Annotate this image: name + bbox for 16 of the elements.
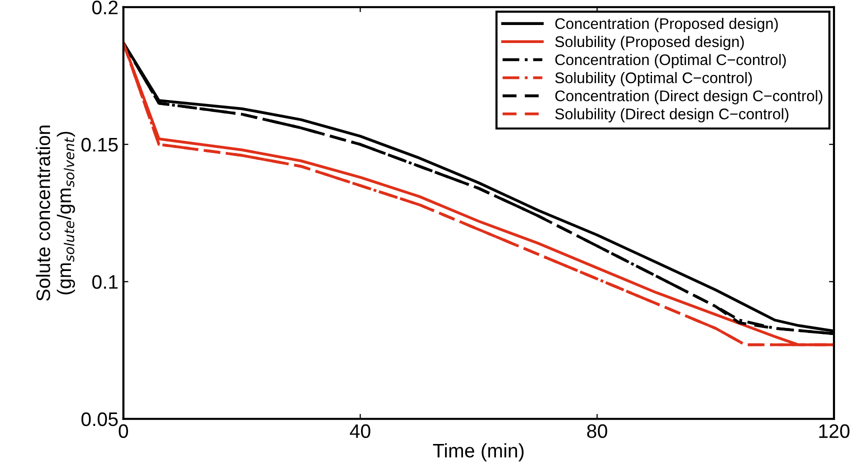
x-tick-label: 80 [587,424,608,438]
legend-label: Concentration (Optimal C−control) [555,54,786,68]
y-axis-title: Solute concentration (gm$_{solute}$/gm$_{solvent}$) [36,126,75,301]
legend-label: Solubility (Optimal C−control) [555,72,752,86]
y-tick-label: 0.1 [92,275,118,289]
x-tick-label: 40 [350,424,370,438]
x-tick-label: 120 [819,424,850,438]
y-tick-label: 0.2 [92,0,118,14]
legend-label: Solubility (Proposed design) [555,36,744,50]
legend-label: Concentration (Direct design C−control) [555,90,822,104]
legend-label: Solubility (Direct design C−control) [555,108,788,122]
y-tick-label: 0.15 [81,138,118,152]
x-tick-label: 0 [118,424,128,438]
legend-label: Concentration (Proposed design) [555,18,778,32]
x-axis-title: Time (min) [433,443,524,462]
y-tick-label: 0.05 [81,412,118,426]
